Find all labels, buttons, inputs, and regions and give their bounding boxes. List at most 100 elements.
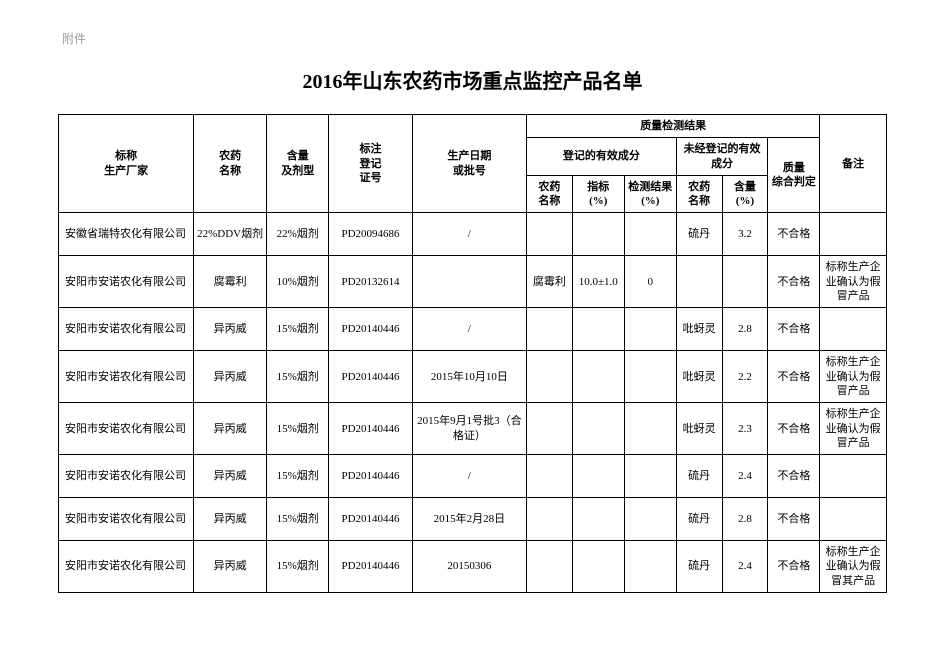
table-row: 安阳市安诺农化有限公司异丙威15%烟剂PD20140446/ 硫丹2.4不合格 <box>59 455 887 498</box>
page-title: 2016年山东农药市场重点监控产品名单 <box>58 65 887 94</box>
cell-a <box>527 541 573 593</box>
cell-cont: 15%烟剂 <box>267 498 329 541</box>
cell-c <box>624 403 676 455</box>
cell-name: 异丙威 <box>194 541 267 593</box>
cell-date: 2015年2月28日 <box>412 498 526 541</box>
cell-note: 标称生产企业确认为假冒其产品 <box>820 541 887 593</box>
cell-name: 腐霉利 <box>194 256 267 308</box>
cell-a: 腐霉利 <box>527 256 573 308</box>
cell-d: 吡蚜灵 <box>676 351 722 403</box>
th-reg-name: 农药名称 <box>527 175 573 213</box>
th-pesticide-name: 农药名称 <box>194 115 267 213</box>
cell-reg: PD20140446 <box>329 541 412 593</box>
cell-d: 吡蚜灵 <box>676 308 722 351</box>
cell-mfr: 安阳市安诺农化有限公司 <box>59 498 194 541</box>
cell-a <box>527 498 573 541</box>
cell-reg: PD20132614 <box>329 256 412 308</box>
cell-name: 异丙威 <box>194 498 267 541</box>
cell-date: / <box>412 213 526 256</box>
cell-d: 吡蚜灵 <box>676 403 722 455</box>
cell-cont: 22%烟剂 <box>267 213 329 256</box>
th-reg-no: 标注登记证号 <box>329 115 412 213</box>
cell-b: 10.0±1.0 <box>572 256 624 308</box>
cell-mfr: 安阳市安诺农化有限公司 <box>59 351 194 403</box>
cell-note: 标称生产企业确认为假冒产品 <box>820 403 887 455</box>
cell-name: 异丙威 <box>194 455 267 498</box>
cell-e: 2.3 <box>722 403 768 455</box>
cell-d: 硫丹 <box>676 213 722 256</box>
cell-jdg: 不合格 <box>768 403 820 455</box>
th-unreg-name: 农药名称 <box>676 175 722 213</box>
cell-c <box>624 541 676 593</box>
th-content-type: 含量及剂型 <box>267 115 329 213</box>
cell-cont: 15%烟剂 <box>267 308 329 351</box>
th-quality-group: 质量检测结果 <box>527 115 820 138</box>
cell-jdg: 不合格 <box>768 351 820 403</box>
cell-c: 0 <box>624 256 676 308</box>
cell-reg: PD20094686 <box>329 213 412 256</box>
cell-date: 2015年9月1号批3（合格证） <box>412 403 526 455</box>
cell-reg: PD20140446 <box>329 403 412 455</box>
table-row: 安阳市安诺农化有限公司异丙威15%烟剂PD201404462015年2月28日 硫… <box>59 498 887 541</box>
th-reg-result: 检测结果(%) <box>624 175 676 213</box>
cell-b <box>572 541 624 593</box>
cell-d: 硫丹 <box>676 455 722 498</box>
cell-jdg: 不合格 <box>768 213 820 256</box>
cell-c <box>624 308 676 351</box>
cell-date: / <box>412 308 526 351</box>
cell-c <box>624 351 676 403</box>
cell-date: 20150306 <box>412 541 526 593</box>
cell-e: 2.8 <box>722 498 768 541</box>
cell-note: 标称生产企业确认为假冒产品 <box>820 256 887 308</box>
table-body: 安徽省瑞特农化有限公司22%DDV烟剂22%烟剂PD20094686/硫丹3.2… <box>59 213 887 593</box>
cell-mfr: 安阳市安诺农化有限公司 <box>59 541 194 593</box>
cell-mfr: 安阳市安诺农化有限公司 <box>59 256 194 308</box>
cell-jdg: 不合格 <box>768 455 820 498</box>
table-row: 安阳市安诺农化有限公司异丙威15%烟剂PD2014044620150306硫丹2… <box>59 541 887 593</box>
th-judgement: 质量综合判定 <box>768 138 820 213</box>
cell-a <box>527 351 573 403</box>
cell-cont: 10%烟剂 <box>267 256 329 308</box>
cell-note <box>820 455 887 498</box>
cell-b <box>572 308 624 351</box>
cell-c <box>624 213 676 256</box>
cell-mfr: 安阳市安诺农化有限公司 <box>59 455 194 498</box>
cell-d <box>676 256 722 308</box>
th-prod-date: 生产日期或批号 <box>412 115 526 213</box>
cell-e: 2.4 <box>722 541 768 593</box>
cell-b <box>572 213 624 256</box>
cell-mfr: 安徽省瑞特农化有限公司 <box>59 213 194 256</box>
cell-note: 标称生产企业确认为假冒产品 <box>820 351 887 403</box>
cell-e: 2.4 <box>722 455 768 498</box>
attachment-label: 附件 <box>62 30 887 47</box>
cell-jdg: 不合格 <box>768 541 820 593</box>
cell-e: 2.8 <box>722 308 768 351</box>
cell-note <box>820 308 887 351</box>
cell-date <box>412 256 526 308</box>
cell-note <box>820 498 887 541</box>
cell-cont: 15%烟剂 <box>267 403 329 455</box>
table-row: 安阳市安诺农化有限公司异丙威15%烟剂PD201404462015年9月1号批3… <box>59 403 887 455</box>
cell-d: 硫丹 <box>676 541 722 593</box>
cell-reg: PD20140446 <box>329 351 412 403</box>
cell-jdg: 不合格 <box>768 498 820 541</box>
cell-cont: 15%烟剂 <box>267 455 329 498</box>
product-table: 标称生产厂家 农药名称 含量及剂型 标注登记证号 生产日期或批号 质量检测结果 … <box>58 114 887 593</box>
table-row: 安阳市安诺农化有限公司异丙威15%烟剂PD201404462015年10月10日… <box>59 351 887 403</box>
cell-note <box>820 213 887 256</box>
cell-reg: PD20140446 <box>329 455 412 498</box>
cell-a <box>527 403 573 455</box>
cell-date: / <box>412 455 526 498</box>
cell-d: 硫丹 <box>676 498 722 541</box>
th-unregistered-group: 未经登记的有效成分 <box>676 138 768 176</box>
cell-reg: PD20140446 <box>329 498 412 541</box>
th-unreg-content: 含量(%) <box>722 175 768 213</box>
table-row: 安阳市安诺农化有限公司腐霉利10%烟剂PD20132614腐霉利10.0±1.0… <box>59 256 887 308</box>
cell-name: 异丙威 <box>194 308 267 351</box>
table-row: 安阳市安诺农化有限公司异丙威15%烟剂PD20140446/吡蚜灵2.8不合格 <box>59 308 887 351</box>
cell-c <box>624 498 676 541</box>
cell-cont: 15%烟剂 <box>267 351 329 403</box>
th-registered-group: 登记的有效成分 <box>527 138 677 176</box>
cell-e: 3.2 <box>722 213 768 256</box>
cell-a <box>527 308 573 351</box>
